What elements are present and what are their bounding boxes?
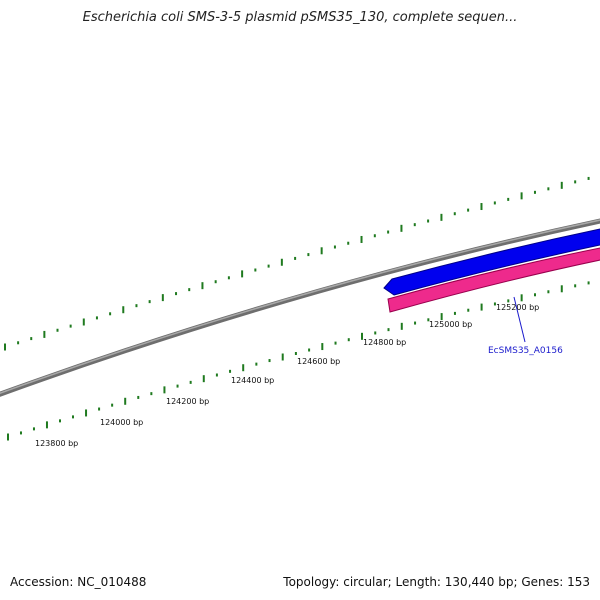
gene-forward-arrow[interactable] — [383, 228, 600, 296]
tick-label: 125200 bp — [496, 303, 539, 312]
tick-label: 124200 bp — [166, 397, 209, 406]
gene-ecsms35-a0156[interactable] — [387, 247, 600, 313]
accession-text: Accession: NC_010488 — [10, 575, 147, 589]
outer-tick-ring — [4, 176, 590, 351]
tick-label: 124000 bp — [100, 418, 143, 427]
tick-label: 125000 bp — [429, 320, 472, 329]
tick-label: 123800 bp — [35, 439, 78, 448]
map-title: Escherichia coli SMS-3-5 plasmid pSMS35_… — [82, 10, 518, 25]
tick-labels: 123800 bp 124000 bp 124200 bp 124400 bp 1246… — [35, 303, 539, 448]
gene-label[interactable]: EcSMS35_A0156 — [488, 346, 563, 356]
tick-label: 124400 bp — [231, 376, 274, 385]
gene-label-leader — [513, 296, 526, 343]
plasmid-backbone — [0, 218, 600, 397]
plasmid-backbone-highlight — [0, 219, 600, 394]
tick-label: 124600 bp — [297, 357, 340, 366]
inner-tick-ring — [7, 281, 590, 441]
tick-label: 124800 bp — [363, 338, 406, 347]
genome-summary-text: Topology: circular; Length: 130,440 bp; … — [283, 575, 590, 589]
